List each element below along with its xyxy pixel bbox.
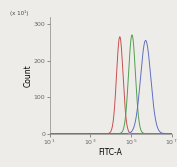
Text: (x 10¹): (x 10¹) (10, 10, 29, 16)
Y-axis label: Count: Count (23, 64, 32, 87)
X-axis label: FITC-A: FITC-A (99, 148, 122, 157)
